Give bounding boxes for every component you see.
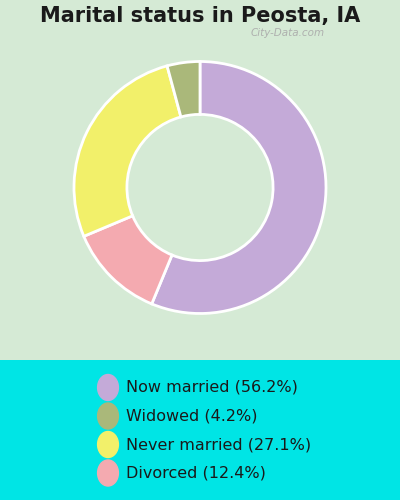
- Text: Divorced (12.4%): Divorced (12.4%): [126, 466, 266, 480]
- Text: Never married (27.1%): Never married (27.1%): [126, 437, 311, 452]
- Text: Widowed (4.2%): Widowed (4.2%): [126, 408, 258, 424]
- Wedge shape: [74, 66, 181, 236]
- Text: Now married (56.2%): Now married (56.2%): [126, 380, 298, 395]
- Text: Marital status in Peosta, IA: Marital status in Peosta, IA: [40, 6, 360, 26]
- Wedge shape: [152, 62, 326, 314]
- Wedge shape: [84, 216, 172, 304]
- Text: City-Data.com: City-Data.com: [251, 28, 325, 38]
- Wedge shape: [167, 62, 200, 117]
